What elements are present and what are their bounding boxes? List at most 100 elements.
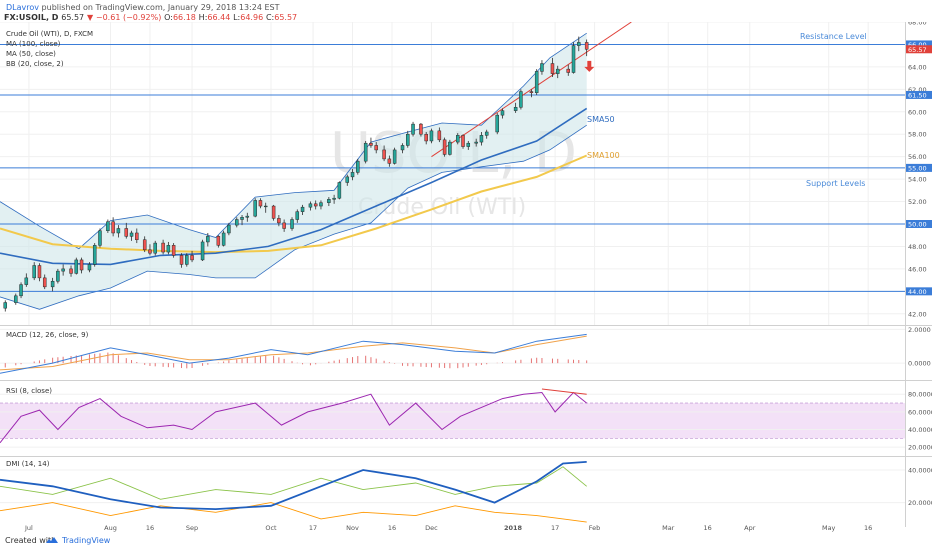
candle (135, 228, 139, 244)
candle-body (221, 232, 226, 246)
candle (363, 140, 368, 164)
candle-body (448, 141, 452, 155)
candle-body (263, 205, 268, 208)
macd-tick-label: 0.0000 (908, 360, 931, 368)
time-tick-label: 17 (309, 524, 317, 532)
candle (534, 69, 539, 95)
support-label: Support Levels (806, 179, 865, 188)
time-tick-label: Jul (24, 524, 33, 532)
candle-body (295, 211, 300, 220)
candle-body (566, 68, 571, 73)
candle (153, 240, 157, 256)
candle (540, 60, 544, 75)
candle (258, 198, 263, 209)
time-tick-label: Oct (265, 524, 277, 532)
candle-body (308, 203, 313, 208)
candle-body (442, 139, 447, 155)
down-arrow-marker-icon (584, 60, 595, 72)
close-label: C: (265, 13, 275, 22)
bollinger-lower-line (0, 124, 587, 310)
last-price-tag (906, 45, 932, 54)
time-tick-label: May (822, 524, 836, 532)
dmi-pane[interactable]: 20.0000 40.0000 (0, 457, 932, 528)
candle (69, 265, 73, 277)
candle-body (584, 42, 589, 50)
time-tick-label: Mar (662, 524, 675, 532)
candle-body (206, 236, 210, 243)
low-value: 64.96 (240, 13, 264, 22)
candle-body (369, 142, 373, 146)
candle (437, 127, 442, 143)
annotations: Resistance Level Support Levels SMA50 SM… (587, 32, 867, 188)
candle (124, 222, 129, 239)
candle-body (363, 142, 368, 162)
candle (111, 217, 115, 237)
candle (221, 230, 226, 247)
rsi-band (0, 403, 905, 439)
price-tick-label: 52.00 (908, 198, 927, 206)
candle-body (387, 158, 392, 164)
chart-header: DLavrov published on TradingView.com, Ja… (0, 0, 932, 22)
candle (3, 300, 8, 312)
candle-body (406, 133, 410, 146)
candle-body (392, 149, 397, 164)
time-tick-label: Apr (744, 524, 756, 532)
macd-pane-background (0, 326, 932, 380)
sma100-line (0, 154, 588, 254)
open-value: 66.18 (172, 13, 196, 22)
rsi-pane[interactable]: 20.0000 40.0000 60.0000 80.0000 (0, 381, 932, 457)
dmi-minus-line (0, 502, 587, 523)
candle-body (79, 259, 84, 271)
time-tick-label: Nov (346, 524, 359, 532)
candle (227, 222, 231, 236)
footer: Created with TradingView (0, 532, 932, 550)
macd-tick-label: 2.0000 (908, 326, 931, 334)
high-label: H: (198, 13, 208, 22)
candle-body (200, 241, 205, 261)
candle (571, 42, 576, 74)
down-arrow-icon: ▼ (86, 13, 94, 22)
candle (566, 64, 571, 76)
candle (216, 235, 221, 248)
candle-body (300, 206, 305, 212)
candle (179, 253, 184, 268)
candle (129, 230, 134, 241)
level-price-tag (906, 163, 932, 172)
high-value: 66.44 (207, 13, 231, 22)
chart-area[interactable]: 42.00 44.00 46.00 48.00 50.00 52.00 54.00 56.00… (0, 22, 932, 532)
candle-body (345, 176, 350, 183)
macd-pane[interactable]: 0.0000 2.0000 (0, 326, 932, 381)
price-tick-label: 46.00 (908, 265, 927, 273)
candle-body (245, 215, 250, 218)
candle (319, 200, 323, 210)
resistance-label: Resistance Level (800, 32, 867, 41)
candle (411, 121, 415, 137)
candle (400, 143, 405, 154)
candle-body (50, 280, 55, 288)
candle (19, 282, 23, 299)
price-tick-label: 62.00 (908, 86, 927, 94)
price-pane[interactable]: 42.00 44.00 46.00 48.00 50.00 52.00 54.00 56.00… (0, 22, 932, 326)
candle-body (282, 222, 286, 229)
tradingview-link[interactable]: TradingView (62, 536, 111, 545)
candle (79, 257, 84, 274)
candle (513, 102, 518, 113)
dmi-tick-label: 20.0000 (908, 499, 932, 507)
candle (98, 228, 102, 248)
symbol-label[interactable]: FX:USOIL, D (4, 13, 59, 22)
candle-body (235, 219, 239, 226)
candle-body (479, 135, 484, 143)
price-tick-label: 54.00 (908, 176, 927, 184)
candle-body (466, 142, 471, 147)
candle-body (129, 232, 134, 237)
symbol-info: FX:USOIL, D 65.57 ▼ −0.61 (−0.92%) O:66.… (4, 12, 297, 23)
candle (37, 263, 42, 282)
author-link[interactable]: DLavrov (6, 3, 39, 12)
rsi-tick-label: 40.0000 (908, 426, 932, 434)
candle (148, 244, 152, 256)
candle (87, 262, 92, 273)
candle-body (19, 284, 23, 297)
candle (161, 239, 165, 255)
time-axis[interactable]: Jul Aug 16 Sep Oct 17 Nov 16 Dec 2018 17 Feb Mar 16 Ap… (0, 524, 932, 532)
candle-body (271, 205, 276, 219)
